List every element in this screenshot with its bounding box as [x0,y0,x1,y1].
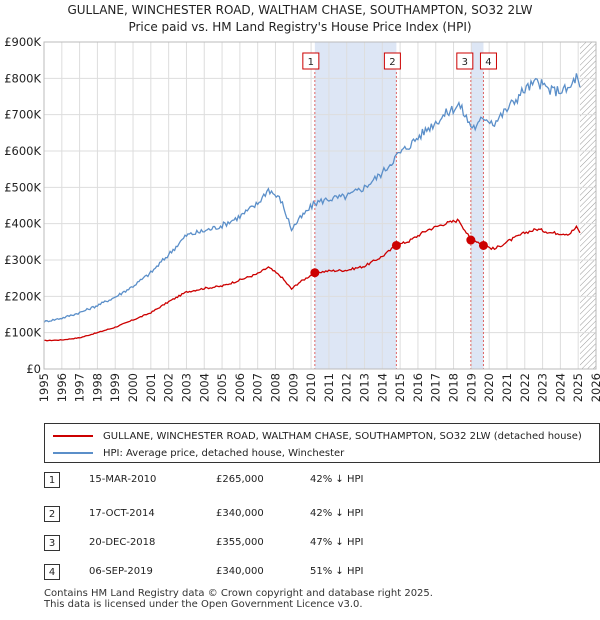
x-tick-label: 2007 [251,373,265,402]
x-tick-label: 1996 [55,373,69,402]
y-tick-label: £300K [4,253,41,267]
legend-swatch-property [53,435,93,437]
sale-number-badge: 4 [44,564,60,580]
y-tick-label: £900K [4,35,41,49]
chart-title: GULLANE, WINCHESTER ROAD, WALTHAM CHASE,… [67,3,532,17]
sale-price: £265,000 [216,474,264,485]
forecast-hatch [579,42,596,369]
chart-sale-badge-1 [302,52,320,70]
x-tick-label: 2008 [268,373,282,402]
sale-number-badge: 3 [44,535,60,551]
sale-point-4 [478,240,488,250]
y-tick-label: £0 [26,362,41,376]
sale-number-badge: 1 [44,472,60,488]
x-tick-label: 2021 [500,373,514,402]
x-tick-label: 2020 [482,373,496,402]
legend-label-property: GULLANE, WINCHESTER ROAD, WALTHAM CHASE,… [103,430,582,442]
x-tick-label: 2019 [464,373,478,402]
footer-licence: This data is licensed under the Open Gov… [44,599,363,610]
chart-sale-badge-2 [383,52,401,70]
shaded-period-1 [314,42,397,369]
sale-price: £355,000 [216,537,264,548]
x-tick-label: 2018 [447,373,461,402]
sale-hpi-diff: 42% ↓ HPI [310,474,364,485]
x-tick-label: 2023 [536,373,550,402]
series-line-hpi [43,73,581,323]
x-tick-label: 2002 [162,373,176,402]
shaded-period-2 [470,42,484,369]
sale-hpi-diff: 47% ↓ HPI [310,537,364,548]
footer: Contains HM Land Registry data © Crown c… [44,588,433,610]
chart-sale-badge-label-4: 4 [485,57,491,68]
table-row: 4 06-SEP-2019 £340,000 51% ↓ HPI [44,564,600,584]
sale-date: 06-SEP-2019 [89,566,153,577]
sale-point-2 [391,240,401,250]
price-chart: GULLANE, WINCHESTER ROAD, WALTHAM CHASE,… [4,3,600,402]
chart-sale-badge-4 [479,52,497,70]
x-tick-label: 2010 [304,373,318,402]
x-tick-label: 2012 [340,373,354,402]
sale-number-badge: 2 [44,506,60,522]
y-tick-label: £200K [4,289,41,303]
chart-sale-badge-3 [456,52,474,70]
legend: GULLANE, WINCHESTER ROAD, WALTHAM CHASE,… [44,423,600,463]
x-tick-label: 2003 [179,373,193,402]
sale-hpi-diff: 51% ↓ HPI [310,566,364,577]
x-tick-label: 2004 [197,373,211,402]
sale-point-3 [466,235,476,245]
x-tick-label: 1998 [90,373,104,402]
table-row: 3 20-DEC-2018 £355,000 47% ↓ HPI [44,535,600,555]
x-tick-label: 2016 [411,373,425,402]
x-tick-label: 2017 [429,373,443,402]
x-tick-label: 2011 [322,373,336,402]
x-tick-label: 2014 [375,373,389,402]
chart-sale-badge-label-3: 3 [462,57,468,68]
x-tick-label: 2000 [126,373,140,402]
sale-date: 15-MAR-2010 [89,474,157,485]
chart-sale-badge-label-1: 1 [308,57,314,68]
y-tick-label: £100K [4,326,41,340]
chart-subtitle: Price paid vs. HM Land Registry's House … [128,20,471,34]
x-tick-label: 2005 [215,373,229,402]
sale-point-1 [310,268,320,278]
plot-border [43,41,597,370]
sale-date: 20-DEC-2018 [89,537,156,548]
chart-sale-badge-label-2: 2 [389,57,395,68]
x-tick-label: 2025 [571,373,585,402]
legend-label-hpi: HPI: Average price, detached house, Winc… [103,447,345,459]
y-tick-label: £600K [4,144,41,158]
x-tick-label: 2006 [233,373,247,402]
x-tick-label: 1999 [108,373,122,402]
y-tick-label: £800K [4,71,41,85]
x-tick-label: 1995 [37,373,51,402]
sale-price: £340,000 [216,566,264,577]
table-row: 2 17-OCT-2014 £340,000 42% ↓ HPI [44,506,600,526]
x-tick-label: 2015 [393,373,407,402]
sale-price: £340,000 [216,508,264,519]
x-tick-label: 2013 [358,373,372,402]
x-tick-label: 2022 [518,373,532,402]
y-tick-label: £400K [4,217,41,231]
x-tick-label: 2026 [589,373,600,402]
table-row: 1 15-MAR-2010 £265,000 42% ↓ HPI [44,472,600,492]
legend-item-property: GULLANE, WINCHESTER ROAD, WALTHAM CHASE,… [53,428,582,444]
footer-copyright: Contains HM Land Registry data © Crown c… [44,588,433,599]
x-tick-label: 2001 [144,373,158,402]
sale-hpi-diff: 42% ↓ HPI [310,508,364,519]
sale-date: 17-OCT-2014 [89,508,155,519]
y-tick-label: £700K [4,108,41,122]
x-tick-label: 2024 [553,373,567,402]
y-tick-label: £500K [4,180,41,194]
legend-swatch-hpi [53,452,93,454]
x-tick-label: 1997 [73,373,87,402]
x-tick-label: 2009 [286,373,300,402]
legend-item-hpi: HPI: Average price, detached house, Winc… [53,445,344,461]
